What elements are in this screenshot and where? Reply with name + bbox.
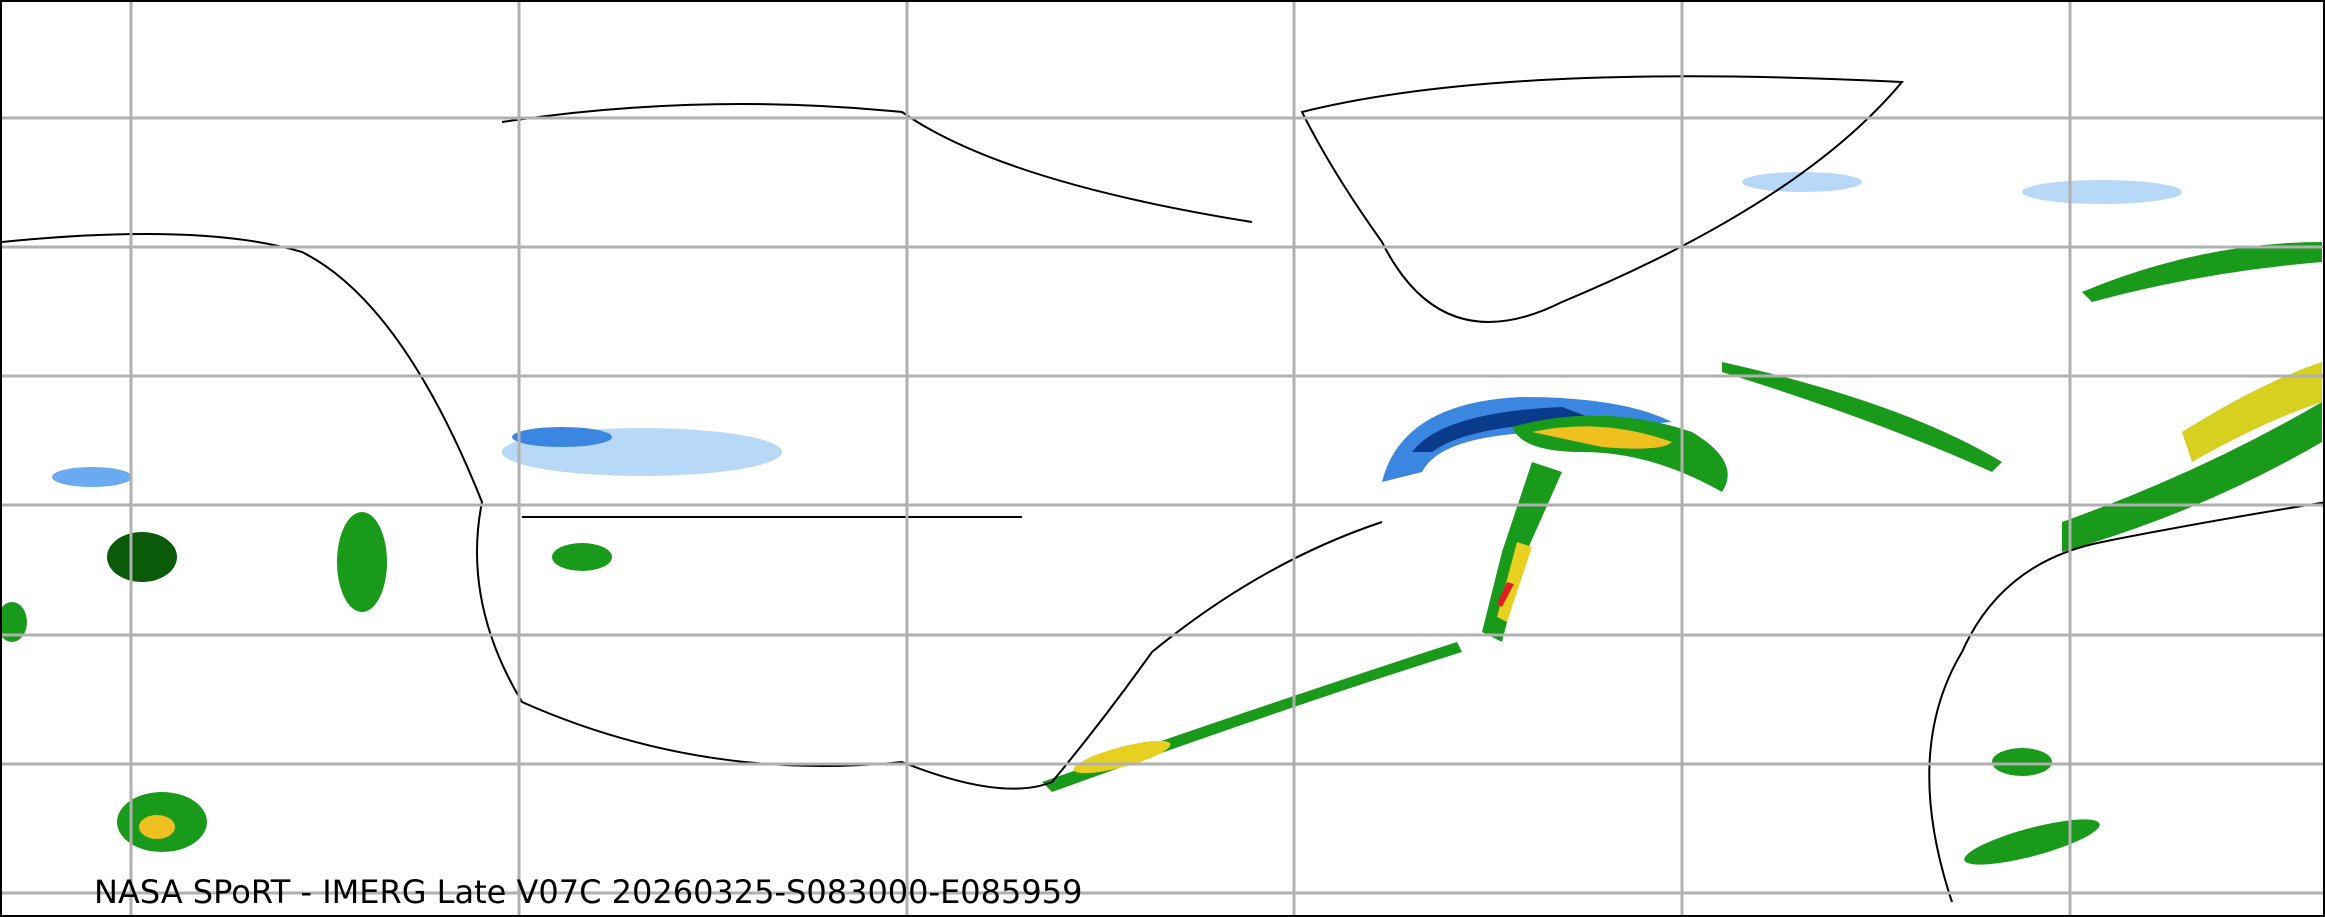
- rain-europe: [1722, 172, 2322, 552]
- rain-atlantic-front: [1042, 415, 1728, 792]
- product-caption: NASA SPoRT - IMERG Late V07C 20260325-S0…: [94, 873, 1083, 911]
- rain-tropics: [117, 748, 2100, 865]
- snow-pacific-nw: [52, 427, 782, 487]
- rain-west-us: [2, 512, 612, 642]
- coastlines-borders: [2, 75, 2323, 903]
- precipitation-layer: [2, 172, 2322, 865]
